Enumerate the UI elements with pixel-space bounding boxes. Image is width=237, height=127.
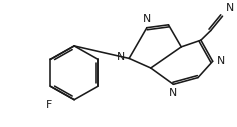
Text: N: N <box>143 14 151 24</box>
Text: F: F <box>46 100 52 110</box>
Text: N: N <box>217 56 225 66</box>
Text: N: N <box>117 52 125 62</box>
Text: N: N <box>169 88 178 98</box>
Text: N: N <box>225 3 234 13</box>
